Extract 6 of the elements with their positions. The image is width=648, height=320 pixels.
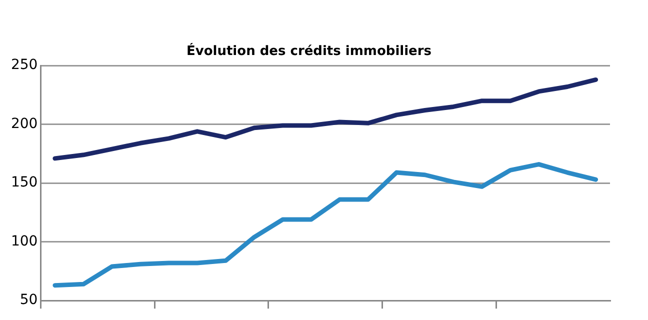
y-tick-label: 150: [10, 174, 38, 191]
y-tick-label: 50: [20, 292, 38, 308]
y-tick-label: 250: [10, 57, 38, 74]
chart-title: Évolution des crédits immobiliers: [186, 42, 432, 60]
y-tick-label: 100: [10, 233, 38, 250]
y-tick-label: 200: [10, 116, 38, 132]
